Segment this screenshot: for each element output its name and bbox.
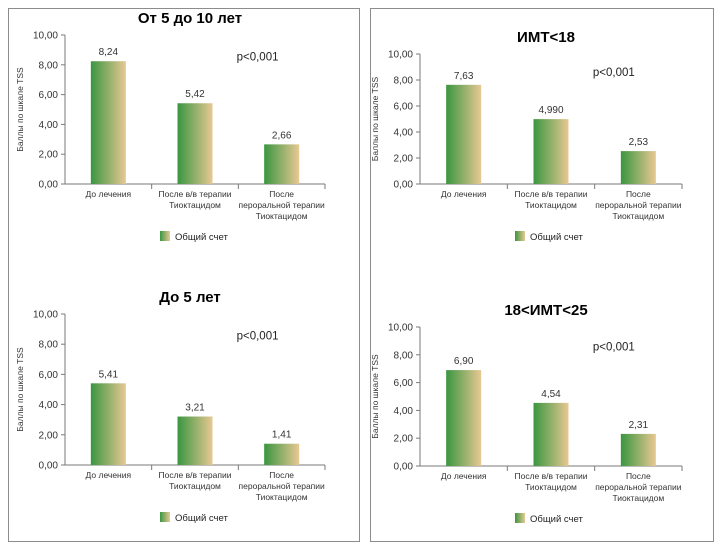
right-panel <box>370 8 714 542</box>
left-panel <box>8 8 360 542</box>
